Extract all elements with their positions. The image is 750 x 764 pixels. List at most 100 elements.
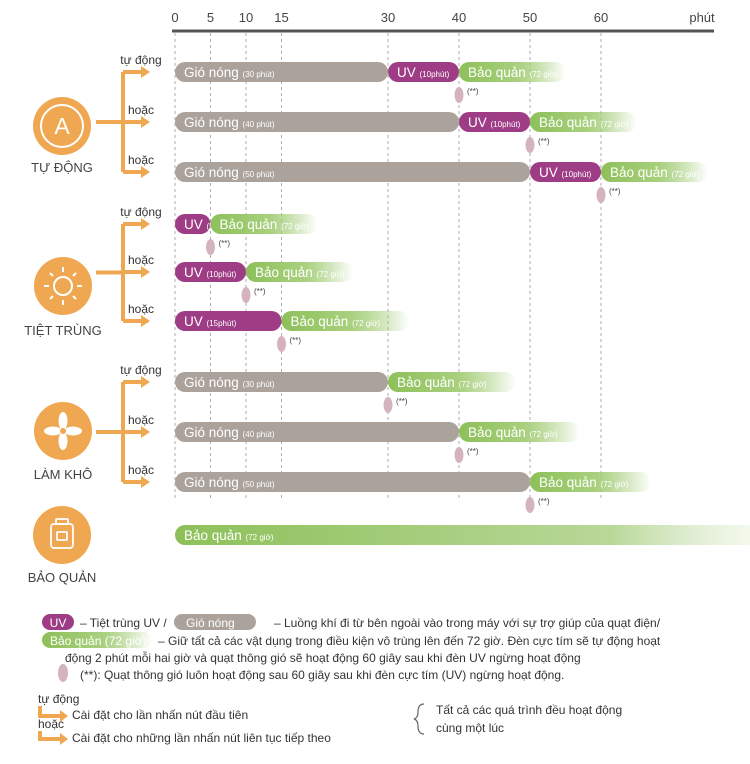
segment-purple bbox=[175, 311, 282, 331]
fan-marker bbox=[525, 497, 535, 513]
legend-or-arrow bbox=[38, 731, 62, 741]
row-trigger-label: tự động bbox=[120, 363, 161, 377]
row-trigger-label: hoặc bbox=[128, 413, 154, 427]
row-trigger-label: hoặc bbox=[128, 463, 154, 477]
storage-icon-circle bbox=[33, 506, 91, 564]
segment-gray bbox=[175, 112, 459, 132]
fan-marker bbox=[596, 187, 606, 203]
fan-note: (**) bbox=[609, 187, 621, 196]
fan-note: (**) bbox=[396, 397, 408, 406]
time-axis: 0 5 10 15 30 40 50 60 phút bbox=[171, 10, 715, 33]
row-trigger-label: tự động bbox=[120, 53, 161, 67]
bracket-arrow-head bbox=[141, 116, 150, 128]
axis-tick-label: 5 bbox=[207, 10, 214, 25]
mode-auto-label: TỰ ĐỘNG bbox=[31, 160, 93, 175]
fan-note: (**) bbox=[467, 447, 479, 456]
segment-green bbox=[388, 372, 516, 392]
mode-dry: LÀM KHÔ bbox=[34, 402, 93, 482]
bracket-arrow-head bbox=[141, 218, 150, 230]
segment-purple bbox=[175, 214, 211, 234]
axis-tick-label: 30 bbox=[381, 10, 395, 25]
segment-gray bbox=[175, 372, 388, 392]
legend-auto-label: tự động bbox=[38, 692, 79, 706]
segment-purple bbox=[459, 112, 530, 132]
fan-marker bbox=[241, 287, 251, 303]
axis-unit: phút bbox=[689, 10, 715, 25]
row-trigger-label: hoặc bbox=[128, 253, 154, 267]
segment-gray bbox=[175, 62, 388, 82]
legend-auto-text: Cài đặt cho lần nhấn nút đầu tiên bbox=[72, 708, 248, 722]
fan-note: (**) bbox=[538, 497, 550, 506]
bracket-arrow-head bbox=[141, 376, 150, 388]
auto-icon-letter: A bbox=[54, 113, 70, 139]
legend-hot-badge: Gió nóng bbox=[186, 616, 235, 630]
legend-keep-badge: Bảo quản (72 giờ) bbox=[50, 634, 147, 648]
axis-tick-label: 40 bbox=[452, 10, 466, 25]
bracket-arrow-head bbox=[141, 476, 150, 488]
segment-purple bbox=[175, 262, 246, 282]
bracket-arrow-head bbox=[141, 266, 150, 278]
legend: UV – Tiệt trùng UV / Gió nóng – Luồng kh… bbox=[38, 614, 661, 745]
mode-storage: BẢO QUẢN bbox=[28, 506, 97, 585]
segment-purple bbox=[530, 162, 601, 182]
segment-green bbox=[459, 422, 580, 442]
segment-purple bbox=[388, 62, 459, 82]
fan-marker bbox=[206, 239, 215, 255]
mode-sterilize: TIỆT TRÙNG bbox=[24, 257, 102, 338]
legend-or-label: hoặc bbox=[38, 717, 64, 731]
segment-green bbox=[459, 62, 566, 82]
segment-green bbox=[601, 162, 708, 182]
segment-green bbox=[530, 112, 637, 132]
legend-or-text: Cài đặt cho những lần nhấn nút liên tục … bbox=[72, 731, 331, 745]
mode-sterilize-label: TIỆT TRÙNG bbox=[24, 323, 102, 338]
legend-fan-marker bbox=[58, 664, 68, 682]
fan-note: (**) bbox=[538, 137, 550, 146]
legend-brace-text-1: Tất cả các quá trình đều hoạt động bbox=[436, 703, 622, 717]
sterilize-icon-circle bbox=[34, 257, 92, 315]
mode-storage-label: BẢO QUẢN bbox=[28, 570, 97, 585]
fan-marker bbox=[277, 336, 286, 352]
mode-dry-label: LÀM KHÔ bbox=[34, 467, 93, 482]
bracket-arrow-head bbox=[141, 166, 150, 178]
fan-marker bbox=[383, 397, 393, 413]
legend-fan-text: (**): Quạt thông gió luôn hoạt động sau … bbox=[80, 668, 564, 682]
legend-keep-text-2: động 2 phút mỗi hai giờ và quạt thông gi… bbox=[65, 650, 581, 665]
fan-marker bbox=[454, 447, 464, 463]
segment-green bbox=[175, 525, 750, 545]
row-trigger-label: hoặc bbox=[128, 153, 154, 167]
legend-or-arrow-head bbox=[60, 733, 68, 745]
segment-gray bbox=[175, 162, 530, 182]
legend-keep-text-1: – Giữ tất cả các vật dụng trong điều kiệ… bbox=[158, 634, 661, 648]
fan-marker bbox=[454, 87, 464, 103]
segment-green bbox=[246, 262, 353, 282]
bracket-arrow-head bbox=[141, 426, 150, 438]
segment-gray bbox=[175, 472, 530, 492]
fan-note: (**) bbox=[219, 239, 231, 248]
bracket-arrow-head bbox=[141, 66, 150, 78]
axis-tick-label: 0 bbox=[171, 10, 178, 25]
segment-green bbox=[530, 472, 651, 492]
legend-uv-badge: UV bbox=[50, 616, 67, 630]
row-trigger-label: hoặc bbox=[128, 302, 154, 316]
legend-brace-text-2: cùng một lúc bbox=[436, 721, 504, 735]
fan-note: (**) bbox=[467, 87, 479, 96]
row-trigger-label: tự động bbox=[120, 205, 161, 219]
segment-green bbox=[281, 311, 410, 331]
fan-note: (**) bbox=[254, 287, 266, 296]
fan-marker bbox=[525, 137, 535, 153]
legend-keep-badge-bg bbox=[42, 632, 152, 648]
legend-uv-text: – Tiệt trùng UV / bbox=[80, 616, 167, 630]
axis-tick-label: 15 bbox=[274, 10, 288, 25]
mode-auto: A TỰ ĐỘNG bbox=[31, 97, 93, 175]
fan-note: (**) bbox=[290, 336, 302, 345]
legend-auto-arrow bbox=[38, 706, 62, 718]
letter-a-icon bbox=[40, 104, 84, 148]
sun-icon bbox=[44, 267, 82, 305]
segment-green bbox=[210, 214, 317, 234]
axis-tick-label: 60 bbox=[594, 10, 608, 25]
axis-tick-label: 10 bbox=[239, 10, 253, 25]
legend-uv-badge-bg bbox=[42, 614, 74, 630]
jar-icon bbox=[50, 518, 74, 549]
legend-hot-badge-bg bbox=[174, 614, 256, 630]
